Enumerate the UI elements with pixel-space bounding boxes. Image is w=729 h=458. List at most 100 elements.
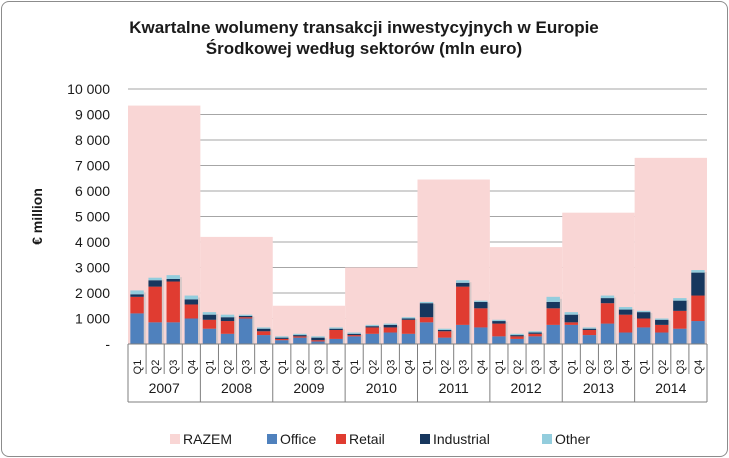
bar-industrial <box>564 314 578 323</box>
bar-industrial <box>691 272 705 296</box>
bar-industrial <box>275 337 289 339</box>
bar-retail <box>401 319 416 334</box>
bar-industrial <box>673 300 687 311</box>
bar-office <box>166 322 180 344</box>
quarter-label: Q3 <box>602 360 614 375</box>
quarter-label: Q1 <box>566 360 578 375</box>
quarter-label: Q2 <box>657 360 669 375</box>
bar-retail <box>546 308 560 325</box>
bar-other <box>600 295 615 299</box>
bar-industrial <box>347 333 361 336</box>
bar-industrial <box>311 337 325 341</box>
bar-office <box>582 335 597 344</box>
bar-other <box>564 312 578 315</box>
bar-industrial <box>383 324 398 328</box>
bar-retail <box>311 340 325 342</box>
bar-retail <box>257 331 271 336</box>
quarter-label: Q1 <box>277 360 289 375</box>
bar-other <box>148 277 162 281</box>
quarter-label: Q3 <box>168 360 180 375</box>
bar-industrial <box>474 301 488 309</box>
y-tick-label: 6 000 <box>75 183 110 199</box>
quarter-label: Q2 <box>512 360 524 375</box>
y-tick-label: 1 000 <box>75 311 110 327</box>
bar-other <box>546 296 560 302</box>
quarter-label: Q2 <box>584 360 596 375</box>
bar-industrial <box>401 318 416 320</box>
bar-other <box>311 336 325 338</box>
bar-retail <box>383 327 398 333</box>
bar-industrial <box>365 326 379 328</box>
bar-industrial <box>257 328 271 332</box>
bar-office <box>347 336 361 344</box>
bar-retail <box>582 329 597 336</box>
bar-other <box>220 314 235 318</box>
bar-other <box>618 307 633 310</box>
bar-office <box>401 333 416 344</box>
year-label: 2007 <box>149 380 180 396</box>
legend-label-office: Office <box>280 431 317 447</box>
bar-other <box>166 275 180 279</box>
bar-office <box>148 322 162 344</box>
bar-retail <box>166 281 180 323</box>
quarter-label: Q3 <box>458 360 470 375</box>
quarter-label: Q2 <box>295 360 307 375</box>
y-axis-label: € million <box>29 188 45 245</box>
bar-other <box>636 310 651 313</box>
bar-retail <box>600 303 615 324</box>
quarter-label: Q1 <box>349 360 361 375</box>
bar-retail <box>510 336 524 339</box>
bar-office <box>474 327 488 344</box>
bar-retail <box>691 295 705 322</box>
bar-office <box>257 335 271 344</box>
bar-other <box>275 336 289 338</box>
bar-office <box>437 337 452 344</box>
bar-office <box>636 327 651 344</box>
bar-other <box>528 331 542 333</box>
bar-retail <box>636 318 651 328</box>
bar-other <box>655 318 669 320</box>
bar-office <box>456 324 470 344</box>
bar-industrial <box>546 301 560 309</box>
bar-other <box>130 290 144 295</box>
bar-other <box>673 298 687 301</box>
quarter-label: Q4 <box>548 360 560 375</box>
bar-retail <box>365 327 379 334</box>
quarter-label: Q3 <box>313 360 325 375</box>
bar-industrial <box>202 314 217 320</box>
bar-other <box>202 312 217 315</box>
bar-office <box>383 332 398 344</box>
bar-industrial <box>456 282 470 287</box>
bar-retail <box>437 331 452 338</box>
bar-retail <box>419 317 434 323</box>
bar-other <box>238 314 253 316</box>
bar-office <box>564 324 578 344</box>
quarter-label: Q1 <box>422 360 434 375</box>
legend-swatch-razem <box>170 434 180 444</box>
bar-other <box>456 280 470 283</box>
y-tick-label: 2 000 <box>75 285 110 301</box>
bar-retail <box>220 321 235 334</box>
y-tick-label: 3 000 <box>75 260 110 276</box>
bar-other <box>401 317 416 319</box>
quarter-label: Q4 <box>259 360 271 375</box>
year-label: 2009 <box>293 380 324 396</box>
bar-industrial <box>528 332 542 334</box>
bar-office <box>275 340 289 344</box>
bar-retail <box>492 323 506 337</box>
bar-industrial <box>220 317 235 322</box>
bar-retail <box>130 296 144 314</box>
bar-office <box>184 318 199 344</box>
quarter-label: Q4 <box>693 360 705 375</box>
bar-retail <box>202 319 217 329</box>
bar-other <box>365 324 379 327</box>
bar-other <box>419 301 434 304</box>
bar-industrial <box>510 335 524 337</box>
bar-office <box>691 321 705 344</box>
bar-retail <box>184 304 199 319</box>
year-label: 2008 <box>221 380 252 396</box>
y-tick-label: 5 000 <box>75 209 110 225</box>
year-label: 2014 <box>655 380 686 396</box>
bar-office <box>528 336 542 344</box>
bar-industrial <box>166 278 180 282</box>
